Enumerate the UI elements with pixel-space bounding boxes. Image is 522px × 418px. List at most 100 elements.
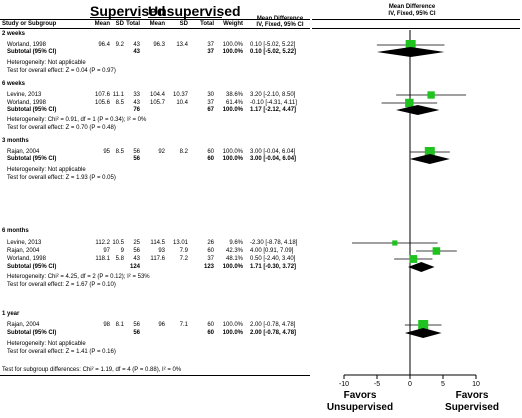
study-effect-marker — [418, 320, 429, 330]
weight: 100.0% — [222, 42, 243, 48]
subtotal-n2: 60 — [207, 156, 214, 162]
heterogeneity: Heterogeneity: Chi² = 0.91, df = 1 (P = … — [7, 117, 147, 123]
subtotal-n1: 56 — [133, 330, 140, 336]
subtotal-diamond — [408, 262, 435, 272]
study-effect-marker — [392, 240, 398, 246]
weight: 38.6% — [225, 92, 243, 98]
ci: 3.20 [-2.10, 8.50] — [250, 92, 296, 98]
ci: 3.00 [-0.04, 6.04] — [250, 149, 296, 155]
ci: 2.00 [-0.78, 4.78] — [250, 322, 296, 328]
mean2: 105.7 — [149, 100, 165, 106]
supervised-group-header: Supervised — [90, 3, 166, 19]
sd1: 8.1 — [115, 322, 124, 328]
heterogeneity: Heterogeneity: Not applicable — [7, 341, 86, 347]
mean1: 107.6 — [94, 92, 110, 98]
study-name: Rajan, 2004 — [7, 248, 40, 254]
n2: 37 — [207, 100, 214, 106]
heterogeneity: Heterogeneity: Chi² = 4.25, df = 2 (P = … — [7, 274, 150, 280]
sd2: 7.2 — [179, 256, 188, 262]
sd2: 7.1 — [179, 322, 188, 328]
weight: 100.0% — [222, 149, 243, 155]
subgroup-title: 6 weeks — [2, 81, 26, 87]
n2: 37 — [207, 256, 214, 262]
table-bottom-rule — [0, 375, 310, 376]
n1: 43 — [133, 42, 140, 48]
mean2: 117.6 — [150, 256, 165, 262]
overall-effect-test: Test for overall effect: Z = 1.41 (P = 0… — [7, 349, 116, 355]
subtotal-weight: 100.0% — [222, 156, 243, 162]
subtotal-label: Subtotal (95% CI) — [7, 49, 57, 55]
table-header-rule — [0, 28, 310, 29]
n1: 56 — [133, 248, 140, 254]
group2-underline — [148, 17, 222, 18]
ci: -2.30 [-8.78, 4.18] — [250, 240, 298, 246]
sd2: 13.01 — [172, 240, 188, 246]
study-effect-marker — [432, 247, 441, 255]
overall-effect-test: Test for overall effect: Z = 1.67 (P = 0… — [7, 282, 116, 288]
sd1: 8.5 — [115, 100, 124, 106]
weight: 9.6% — [229, 240, 243, 246]
sd1: 10.5 — [112, 240, 124, 246]
study-effect-marker — [424, 147, 435, 157]
subtotal-n2: 60 — [207, 330, 214, 336]
weight: 42.3% — [225, 248, 243, 254]
weight: 100.0% — [222, 322, 243, 328]
ci: -0.10 [-4.31, 4.11] — [250, 100, 297, 106]
table-top-rule — [0, 19, 310, 20]
sd2: 13.4 — [176, 42, 188, 48]
subtotal-weight: 100.0% — [222, 330, 243, 336]
ci: 0.10 [-5.02, 5.22] — [250, 42, 296, 48]
sd2: 10.4 — [176, 100, 188, 106]
study-name: Rajan, 2004 — [7, 149, 40, 155]
overall-effect-test: Test for overall effect: Z = 0.04 (P = 0… — [7, 68, 116, 74]
x-axis-tick-label: 10 — [472, 381, 480, 388]
x-axis-tick-label: 0 — [408, 381, 412, 388]
col-md-sub: IV, Fixed, 95% CI — [256, 22, 304, 28]
sd2: 10.37 — [172, 92, 188, 98]
weight: 48.1% — [225, 256, 243, 262]
sd1: 5.8 — [115, 256, 124, 262]
sd1: 11.1 — [112, 92, 124, 98]
subtotal-diamond — [409, 154, 450, 164]
overall-effect-test: Test for overall effect: Z = 0.70 (P = 0… — [7, 125, 116, 131]
sd1: 9.2 — [115, 42, 124, 48]
subgroup-title: 3 months — [2, 138, 29, 144]
x-axis-tick-label: 5 — [441, 381, 445, 388]
subgroup-differences-test: Test for subgroup differences: Chi² = 1.… — [2, 367, 182, 373]
mean1: 118.1 — [95, 256, 110, 262]
overall-effect-test: Test for overall effect: Z = 1.93 (P = 0… — [7, 175, 116, 181]
subtotal-ci: 0.10 [-5.02, 5.22] — [250, 49, 297, 55]
n2: 60 — [207, 248, 214, 254]
n1: 25 — [133, 240, 140, 246]
plot-header-rule — [312, 28, 520, 29]
n1: 43 — [133, 256, 140, 262]
favors-right-label: Favors Supervised — [430, 390, 514, 414]
subtotal-n1: 56 — [133, 156, 140, 162]
study-effect-marker — [405, 98, 414, 108]
study-name: Worland, 1998 — [7, 100, 46, 106]
col-mean1: Mean — [94, 21, 110, 27]
ci: 4.00 [0.91, 7.09] — [250, 248, 294, 254]
subtotal-label: Subtotal (95% CI) — [7, 156, 57, 162]
n2: 60 — [207, 322, 214, 328]
subtotal-weight: 100.0% — [222, 264, 243, 270]
mean2: 96.3 — [153, 42, 165, 48]
study-effect-marker — [405, 40, 416, 50]
subtotal-weight: 100.0% — [222, 49, 243, 55]
group1-underline — [90, 17, 141, 18]
subtotal-n2: 123 — [203, 264, 214, 270]
favors-right-line1: Favors — [455, 390, 489, 401]
mean2: 96 — [158, 322, 165, 328]
weight: 61.4% — [225, 100, 243, 106]
favors-left-label: Favors Unsupervised — [316, 390, 404, 414]
n2: 26 — [207, 240, 214, 246]
subtotal-ci: 3.00 [-0.04, 6.04] — [250, 156, 297, 162]
subtotal-ci: 1.71 [-0.30, 3.72] — [250, 264, 297, 270]
sd1: 8.5 — [115, 149, 124, 155]
col-md-title: Mean Difference — [256, 16, 304, 22]
study-effect-marker — [427, 91, 435, 99]
sd2: 8.2 — [179, 149, 188, 155]
n2: 37 — [207, 42, 214, 48]
subtotal-ci: 2.00 [-0.78, 4.78] — [250, 330, 297, 336]
